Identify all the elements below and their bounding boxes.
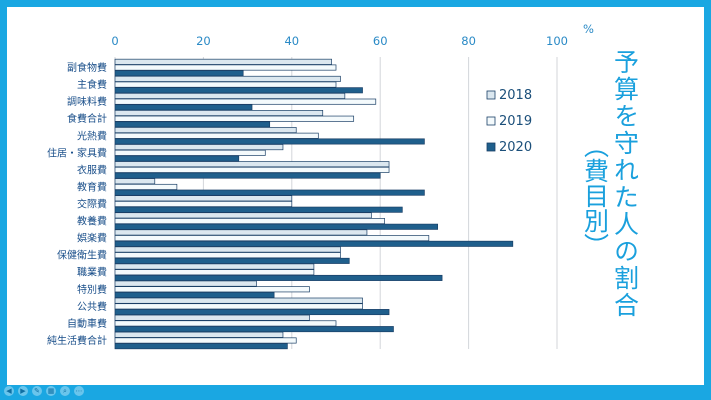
bar-2019-公共費: [114, 303, 363, 310]
bar-2020-教育費: [114, 189, 425, 196]
bar-2018-自動車費: [114, 314, 310, 321]
bar-2019-職業費: [114, 269, 315, 276]
legend-label: 2019: [499, 114, 532, 129]
category-label: 副食物費: [67, 61, 107, 74]
legend-label: 2018: [499, 88, 532, 103]
x-tick-label: 100: [546, 34, 568, 48]
bar-2019-自動車費: [114, 320, 337, 327]
bar-2018-保健衛生費: [114, 246, 341, 253]
bars: [114, 58, 514, 350]
bar-2019-特別費: [114, 286, 310, 293]
bar-2018-公共費: [114, 297, 363, 304]
bar-2020-職業費: [114, 274, 443, 281]
x-tick-label: 0: [111, 34, 118, 48]
category-label: 教育費: [77, 180, 107, 193]
category-label: 自動車費: [67, 317, 107, 330]
budget-chart: 0 20 40 60 80 100 % 副食物費主食費調味料費食費合計光熱費住居・家具費衣…: [47, 22, 640, 350]
category-label: 住居・家具費: [47, 146, 107, 159]
category-label: 公共費: [77, 300, 107, 313]
category-label: 純生活費合計: [47, 334, 107, 347]
bar-2019-娯楽費: [114, 235, 430, 242]
presentation-controls: ◀ ▶ ✎ ▦ ⌕ ⋯: [4, 386, 84, 398]
bar-2019-保健衛生費: [114, 252, 341, 259]
bar-2020-自動車費: [114, 326, 394, 333]
bar-2018-主食費: [114, 75, 341, 82]
chart-subtitle: （費目別）: [581, 133, 610, 258]
bar-2018-純生活費合計: [114, 331, 284, 338]
control-button[interactable]: ▦: [46, 386, 56, 396]
bar-2020-食費合計: [114, 121, 271, 128]
bar-2020-住居・家具費: [114, 155, 240, 162]
bar-2019-光熱費: [114, 132, 319, 139]
category-labels: 副食物費主食費調味料費食費合計光熱費住居・家具費衣服費教育費交際費教養費娯楽費保…: [47, 61, 107, 347]
category-label: 衣服費: [77, 163, 107, 176]
bar-2020-衣服費: [114, 172, 381, 179]
bar-2019-副食物費: [114, 64, 337, 71]
legend-label: 2020: [499, 140, 532, 155]
bar-2019-純生活費合計: [114, 337, 297, 344]
x-axis-ticks: 0 20 40 60 80 100: [111, 34, 568, 48]
bar-2020-娯楽費: [114, 240, 514, 247]
control-button[interactable]: ▶: [18, 386, 28, 396]
control-button[interactable]: ✎: [32, 386, 42, 396]
bar-2018-交際費: [114, 195, 293, 202]
bar-2018-衣服費: [114, 161, 390, 168]
category-label: 娯楽費: [77, 232, 107, 245]
category-label: 教養費: [77, 215, 107, 228]
bar-2020-教養費: [114, 223, 439, 230]
legend: 2018 2019 2020: [486, 88, 532, 155]
bar-2018-光熱費: [114, 127, 297, 134]
bar-2019-教育費: [114, 183, 178, 190]
category-label: 職業費: [77, 266, 107, 279]
bar-2018-特別費: [114, 280, 257, 287]
bar-2020-交際費: [114, 206, 403, 213]
axis-unit: %: [583, 22, 594, 36]
bar-2018-教育費: [114, 178, 156, 185]
bar-2019-主食費: [114, 81, 337, 88]
bar-2018-職業費: [114, 263, 315, 270]
bar-2018-副食物費: [114, 58, 332, 65]
bar-2020-特別費: [114, 291, 275, 298]
x-tick-label: 40: [284, 34, 299, 48]
bar-2019-調味料費: [114, 98, 377, 105]
category-label: 調味料費: [67, 95, 107, 108]
bar-2020-主食費: [114, 87, 363, 94]
legend-swatch-2020: [486, 142, 496, 152]
chart-title: 予算を守れた人の割合: [611, 49, 640, 319]
bar-2020-調味料費: [114, 104, 253, 111]
bar-2019-衣服費: [114, 166, 390, 173]
bar-2020-光熱費: [114, 138, 425, 145]
title-text: 予算を守れた人の割合: [611, 49, 640, 319]
category-label: 光熱費: [77, 129, 107, 142]
bar-2018-住居・家具費: [114, 144, 284, 151]
category-label: 主食費: [77, 78, 107, 91]
control-button[interactable]: ◀: [4, 386, 14, 396]
control-button[interactable]: ⋯: [74, 386, 84, 396]
bar-2018-教養費: [114, 212, 372, 219]
x-tick-label: 80: [461, 34, 476, 48]
bar-2019-住居・家具費: [114, 149, 266, 156]
subtitle-text: （費目別）: [581, 133, 610, 258]
bar-2019-教養費: [114, 218, 385, 225]
category-label: 交際費: [77, 198, 107, 211]
bar-2018-食費合計: [114, 110, 324, 117]
x-tick-label: 20: [196, 34, 211, 48]
category-label: 保健衛生費: [57, 249, 107, 262]
control-button[interactable]: ⌕: [60, 386, 70, 396]
category-label: 食費合計: [67, 112, 107, 125]
x-tick-label: 60: [373, 34, 388, 48]
bar-2019-交際費: [114, 201, 293, 208]
bar-2018-娯楽費: [114, 229, 368, 236]
legend-swatch-2018: [486, 90, 496, 100]
bar-2020-保健衛生費: [114, 257, 350, 264]
slide: 0 20 40 60 80 100 % 副食物費主食費調味料費食費合計光熱費住居・家具費衣…: [7, 7, 704, 385]
bar-2018-調味料費: [114, 92, 346, 99]
bar-2020-副食物費: [114, 70, 244, 77]
category-label: 特別費: [77, 283, 107, 296]
legend-swatch-2019: [486, 116, 496, 126]
bar-2019-食費合計: [114, 115, 355, 122]
bar-2020-純生活費合計: [114, 343, 288, 350]
bar-2020-公共費: [114, 309, 390, 316]
